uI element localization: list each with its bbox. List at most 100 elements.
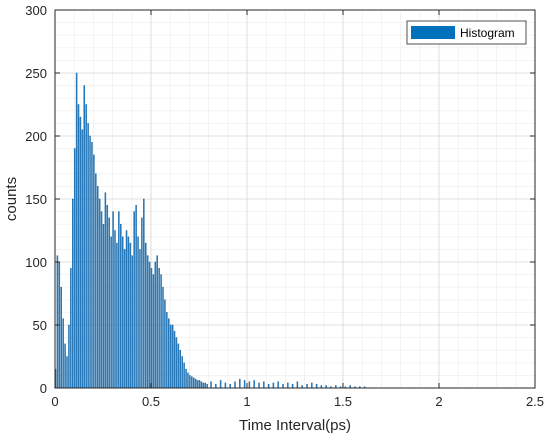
histogram-bar: [296, 381, 299, 389]
y-tick-label: 200: [25, 129, 47, 144]
histogram-bar: [234, 381, 236, 389]
histogram-bar: [56, 255, 59, 389]
histogram-bar: [106, 205, 109, 389]
histogram-bar: [121, 236, 124, 389]
histogram-bar: [66, 356, 68, 389]
histogram-bar: [93, 154, 95, 389]
histogram-bar: [95, 173, 97, 389]
histogram-bar: [143, 198, 145, 389]
histogram-bar: [187, 372, 189, 389]
y-tick-label: 300: [25, 3, 47, 18]
histogram-bar: [272, 382, 275, 389]
histogram-bar: [224, 382, 227, 389]
y-tick-label: 100: [25, 255, 47, 270]
x-tick-label: 2: [435, 394, 442, 409]
histogram-bar: [181, 356, 183, 389]
y-tick-label: 0: [40, 381, 47, 396]
histogram-bar: [116, 242, 118, 389]
histogram-bar: [204, 382, 206, 389]
histogram-bar: [77, 104, 80, 389]
histogram-bar: [87, 123, 89, 389]
histogram-bar: [194, 378, 197, 389]
histogram-bar: [162, 286, 164, 389]
histogram-bar: [168, 318, 170, 389]
legend: Histogram: [406, 20, 527, 45]
axis-ticks: [54, 9, 536, 389]
histogram-bar: [89, 135, 91, 389]
histogram-bar: [68, 324, 70, 389]
x-tick-label: 0: [51, 394, 58, 409]
histogram-bar: [291, 383, 294, 389]
histogram-bar: [85, 104, 87, 389]
x-tick-label: 1: [243, 394, 250, 409]
histogram-bar: [75, 72, 78, 389]
histogram-bar: [248, 381, 251, 389]
histogram-bar: [114, 230, 116, 389]
x-axis-title: Time Interval(ps): [239, 417, 351, 434]
histogram-bar: [287, 382, 289, 389]
histogram-bar: [206, 383, 208, 389]
histogram-bar: [73, 148, 76, 389]
histogram-bar: [146, 255, 149, 389]
histogram-bar: [72, 198, 74, 389]
histogram-bar: [160, 274, 162, 389]
histogram-bar: [154, 261, 157, 389]
histogram-bar: [267, 383, 270, 389]
histogram-bar: [135, 205, 137, 389]
histogram-bar: [120, 223, 122, 389]
histogram-bar: [79, 116, 82, 389]
histogram-bar: [277, 381, 279, 389]
histogram-bar: [129, 242, 132, 389]
histogram-bar: [243, 380, 246, 389]
x-tick-label: 1.5: [334, 394, 352, 409]
histogram-bar: [125, 230, 128, 389]
histogram-bar: [263, 381, 265, 389]
histogram-bar: [141, 217, 143, 389]
histogram-bar: [191, 376, 193, 389]
histogram-bar: [100, 211, 103, 389]
x-tick-labels: 0 0.5 1 1.5 2 2.5: [51, 394, 544, 409]
histogram-bar: [164, 299, 166, 389]
y-tick-label: 250: [25, 66, 47, 81]
legend-label: Histogram: [460, 26, 515, 40]
histogram-bar: [62, 318, 64, 389]
histogram-bar: [150, 268, 153, 389]
histogram-bar: [306, 383, 308, 389]
histogram-bar: [202, 382, 205, 389]
y-tick-label: 50: [33, 318, 47, 333]
histogram-bar: [152, 274, 155, 389]
histogram-bar: [104, 192, 107, 389]
histogram-bar: [144, 242, 147, 389]
histogram-bar: [133, 211, 135, 389]
histogram-bar: [179, 349, 182, 389]
histogram-bar: [123, 249, 126, 389]
histogram-bar: [200, 381, 203, 389]
histogram-bar: [81, 129, 84, 389]
histogram-bar: [83, 85, 86, 389]
x-tick-label: 0.5: [142, 394, 160, 409]
histogram-bar: [137, 236, 139, 389]
y-axis-title: counts: [3, 177, 20, 221]
histogram-bar: [96, 186, 99, 389]
histogram-bar: [183, 362, 185, 389]
histogram-bar: [110, 236, 112, 389]
histogram-bar: [64, 343, 66, 389]
histogram-bar: [215, 383, 217, 389]
histogram-bar: [139, 249, 141, 389]
histogram-bar: [175, 337, 178, 389]
histogram-bar: [112, 211, 114, 389]
histogram-bar: [282, 383, 284, 389]
histogram-bar: [311, 382, 313, 389]
histogram-bar: [196, 380, 199, 389]
histogram-bar: [131, 255, 134, 389]
histogram-bar: [239, 378, 241, 389]
histogram-bar: [210, 381, 212, 389]
histogram-bar: [108, 217, 110, 389]
histogram-bar: [91, 142, 93, 389]
histogram-bar: [156, 255, 158, 389]
histogram-bar: [177, 343, 180, 389]
legend-swatch: [411, 26, 455, 39]
histogram-bar: [171, 324, 174, 389]
histogram-bar: [166, 312, 168, 389]
